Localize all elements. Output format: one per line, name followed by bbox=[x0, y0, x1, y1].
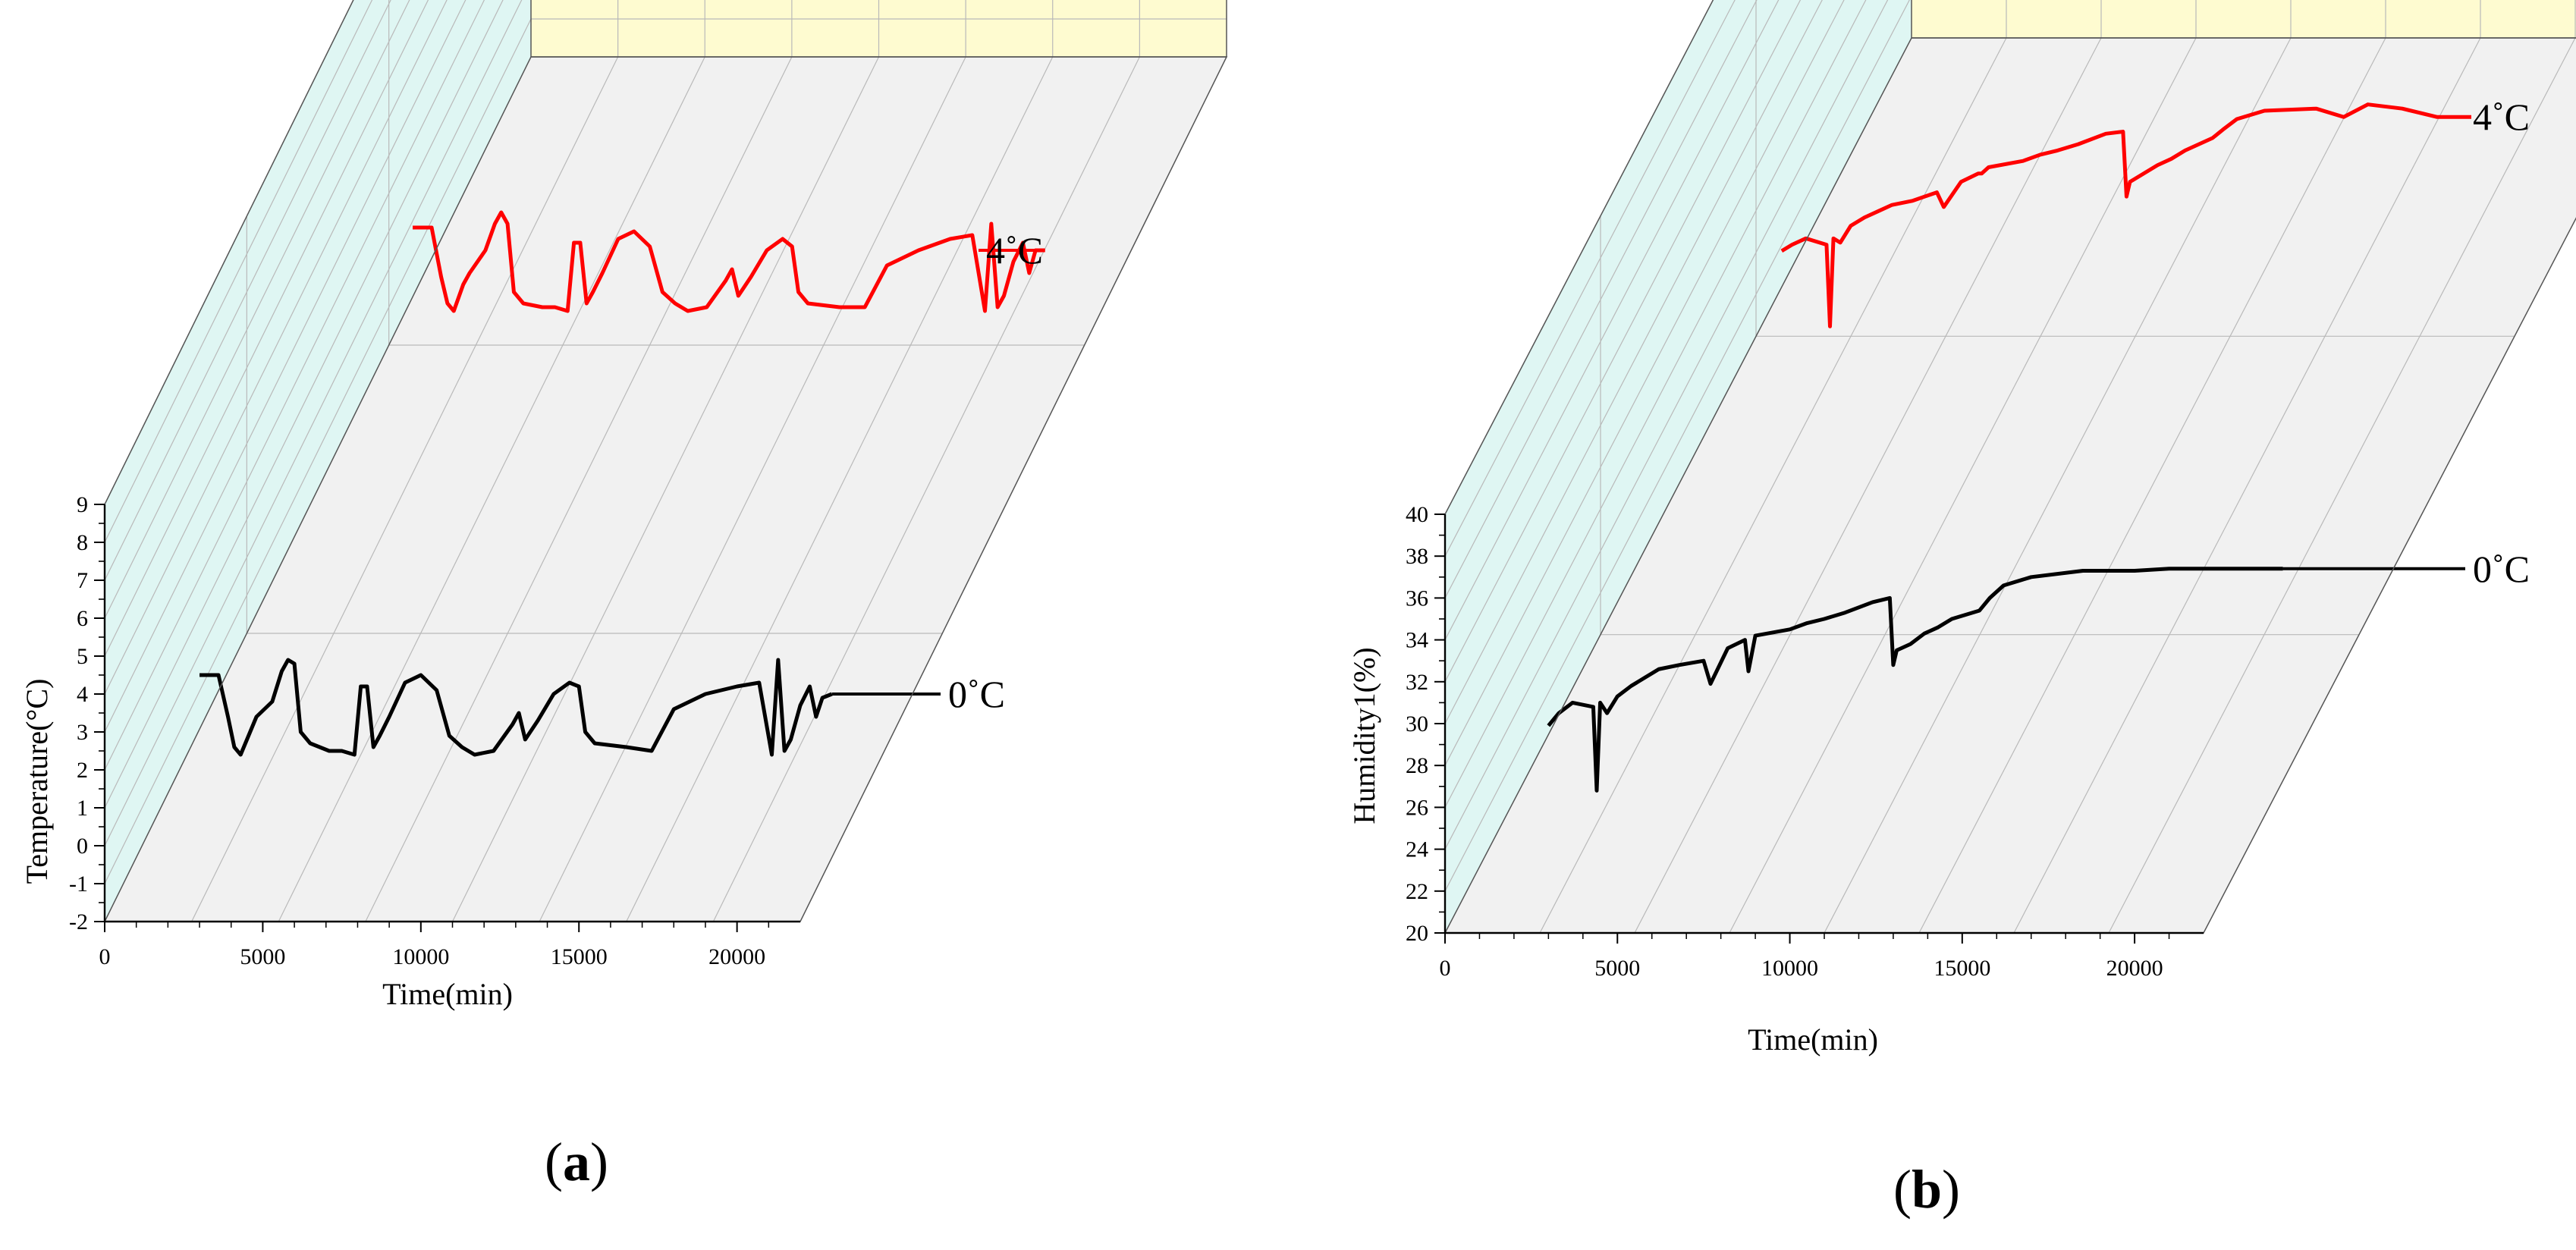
panel-a-x-axis-title: Time(min) bbox=[382, 977, 513, 1011]
side-wall-top-edge bbox=[104, 0, 354, 505]
panel-b-y-axis-title: Humidity1(%) bbox=[1347, 647, 1381, 824]
series-label: 0˚C bbox=[2473, 548, 2530, 590]
chart-side-wall bbox=[105, 0, 531, 922]
y-tick-label: 40 bbox=[1406, 502, 1428, 527]
y-tick-label: 3 bbox=[77, 720, 88, 745]
panel-a-y-axis-title: Temperature(°C) bbox=[20, 679, 54, 884]
x-tick-label: 15000 bbox=[551, 944, 608, 969]
side-wall-top-edge bbox=[1444, 0, 1714, 515]
panel-b-label-open: ( bbox=[1893, 1159, 1912, 1220]
panel-a-labels: Time(min) Temperature(°C) (a) 0˚C4˚C6˚C bbox=[20, 229, 1043, 1192]
panel-b-label-close: ) bbox=[1942, 1159, 1960, 1220]
panel-b-axes: 20 22 24 26 28 30 32 34 36 38 40 0 5000 10000 15000 200… bbox=[1406, 0, 2576, 981]
series-label: 4˚C bbox=[2473, 96, 2530, 138]
panel-b-humidity-chart: 20 22 24 26 28 30 32 34 36 38 40 0 5000 10000 15000 200… bbox=[1347, 0, 2576, 1220]
y-tick-label: 7 bbox=[77, 568, 88, 593]
series-line-4c bbox=[413, 210, 1045, 313]
y-tick-label: 34 bbox=[1406, 628, 1428, 653]
panel-a-axes: -2 -1 0 1 2 3 4 5 6 7 8 9 0 5000 10000 15000 20000 bbox=[69, 0, 1228, 969]
panel-a-label-letter: a bbox=[563, 1132, 590, 1192]
series-label: 0˚C bbox=[948, 673, 1005, 715]
panel-a-series-layer bbox=[199, 210, 1045, 757]
series-line-4c bbox=[1780, 102, 2471, 328]
panel-b-label: (b) bbox=[1893, 1159, 1960, 1220]
y-tick-label: 38 bbox=[1406, 544, 1428, 569]
y-tick-label: 1 bbox=[77, 796, 88, 821]
chart-floor-plane bbox=[1445, 38, 2576, 933]
back-wall-outline bbox=[530, 0, 1227, 58]
panel-a-walls bbox=[105, 0, 1227, 922]
y-tick-label: 32 bbox=[1406, 670, 1428, 695]
y-tick-label: -2 bbox=[69, 909, 88, 934]
series-label: 4˚C bbox=[986, 229, 1043, 272]
chart-back-wall bbox=[1912, 0, 2576, 38]
y-tick-label: 26 bbox=[1406, 795, 1428, 820]
y-tick-label: 0 bbox=[77, 834, 88, 859]
x-tick-label: 10000 bbox=[1761, 956, 1818, 981]
panel-b-x-axis-title: Time(min) bbox=[1748, 1022, 1878, 1057]
back-wall-outline bbox=[1911, 0, 2576, 39]
y-tick-label: 5 bbox=[77, 644, 88, 669]
x-tick-label: 5000 bbox=[1594, 956, 1640, 981]
panel-b-walls bbox=[1445, 0, 2576, 933]
y-tick-label: 4 bbox=[77, 682, 88, 707]
y-tick-label: 2 bbox=[77, 758, 88, 783]
y-tick-label: -1 bbox=[69, 872, 88, 897]
x-tick-label: 10000 bbox=[392, 944, 449, 969]
x-tick-label: 15000 bbox=[1934, 956, 1990, 981]
x-tick-label: 5000 bbox=[240, 944, 285, 969]
panel-a-temperature-chart: -2 -1 0 1 2 3 4 5 6 7 8 9 0 5000 10000 15000 20000 Time(… bbox=[20, 0, 1228, 1192]
x-tick-label: 0 bbox=[99, 944, 111, 969]
x-tick-label: 20000 bbox=[2106, 956, 2163, 981]
y-tick-label: 30 bbox=[1406, 711, 1428, 736]
x-tick-label: 20000 bbox=[708, 944, 765, 969]
series-line-0c bbox=[1547, 567, 2283, 793]
panel-b-labels: Time(min) Humidity1(%) (b) 0˚C4˚C6˚C bbox=[1347, 96, 2530, 1220]
y-tick-label: 9 bbox=[77, 492, 88, 517]
panel-b-series-layer bbox=[1547, 102, 2471, 793]
y-tick-label: 24 bbox=[1406, 837, 1428, 862]
y-tick-label: 20 bbox=[1406, 921, 1428, 946]
panel-b-label-letter: b bbox=[1912, 1159, 1942, 1220]
y-tick-label: 28 bbox=[1406, 753, 1428, 778]
panel-a-label-close: ) bbox=[590, 1132, 608, 1192]
chart-side-wall bbox=[1445, 0, 1912, 933]
panel-a-label: (a) bbox=[545, 1132, 608, 1192]
y-tick-label: 6 bbox=[77, 606, 88, 631]
x-tick-label: 0 bbox=[1440, 956, 1451, 981]
y-tick-label: 8 bbox=[77, 530, 88, 555]
series-line-0c bbox=[199, 658, 833, 757]
panel-a-label-open: ( bbox=[545, 1132, 563, 1192]
y-tick-label: 36 bbox=[1406, 586, 1428, 611]
y-tick-label: 22 bbox=[1406, 879, 1428, 904]
